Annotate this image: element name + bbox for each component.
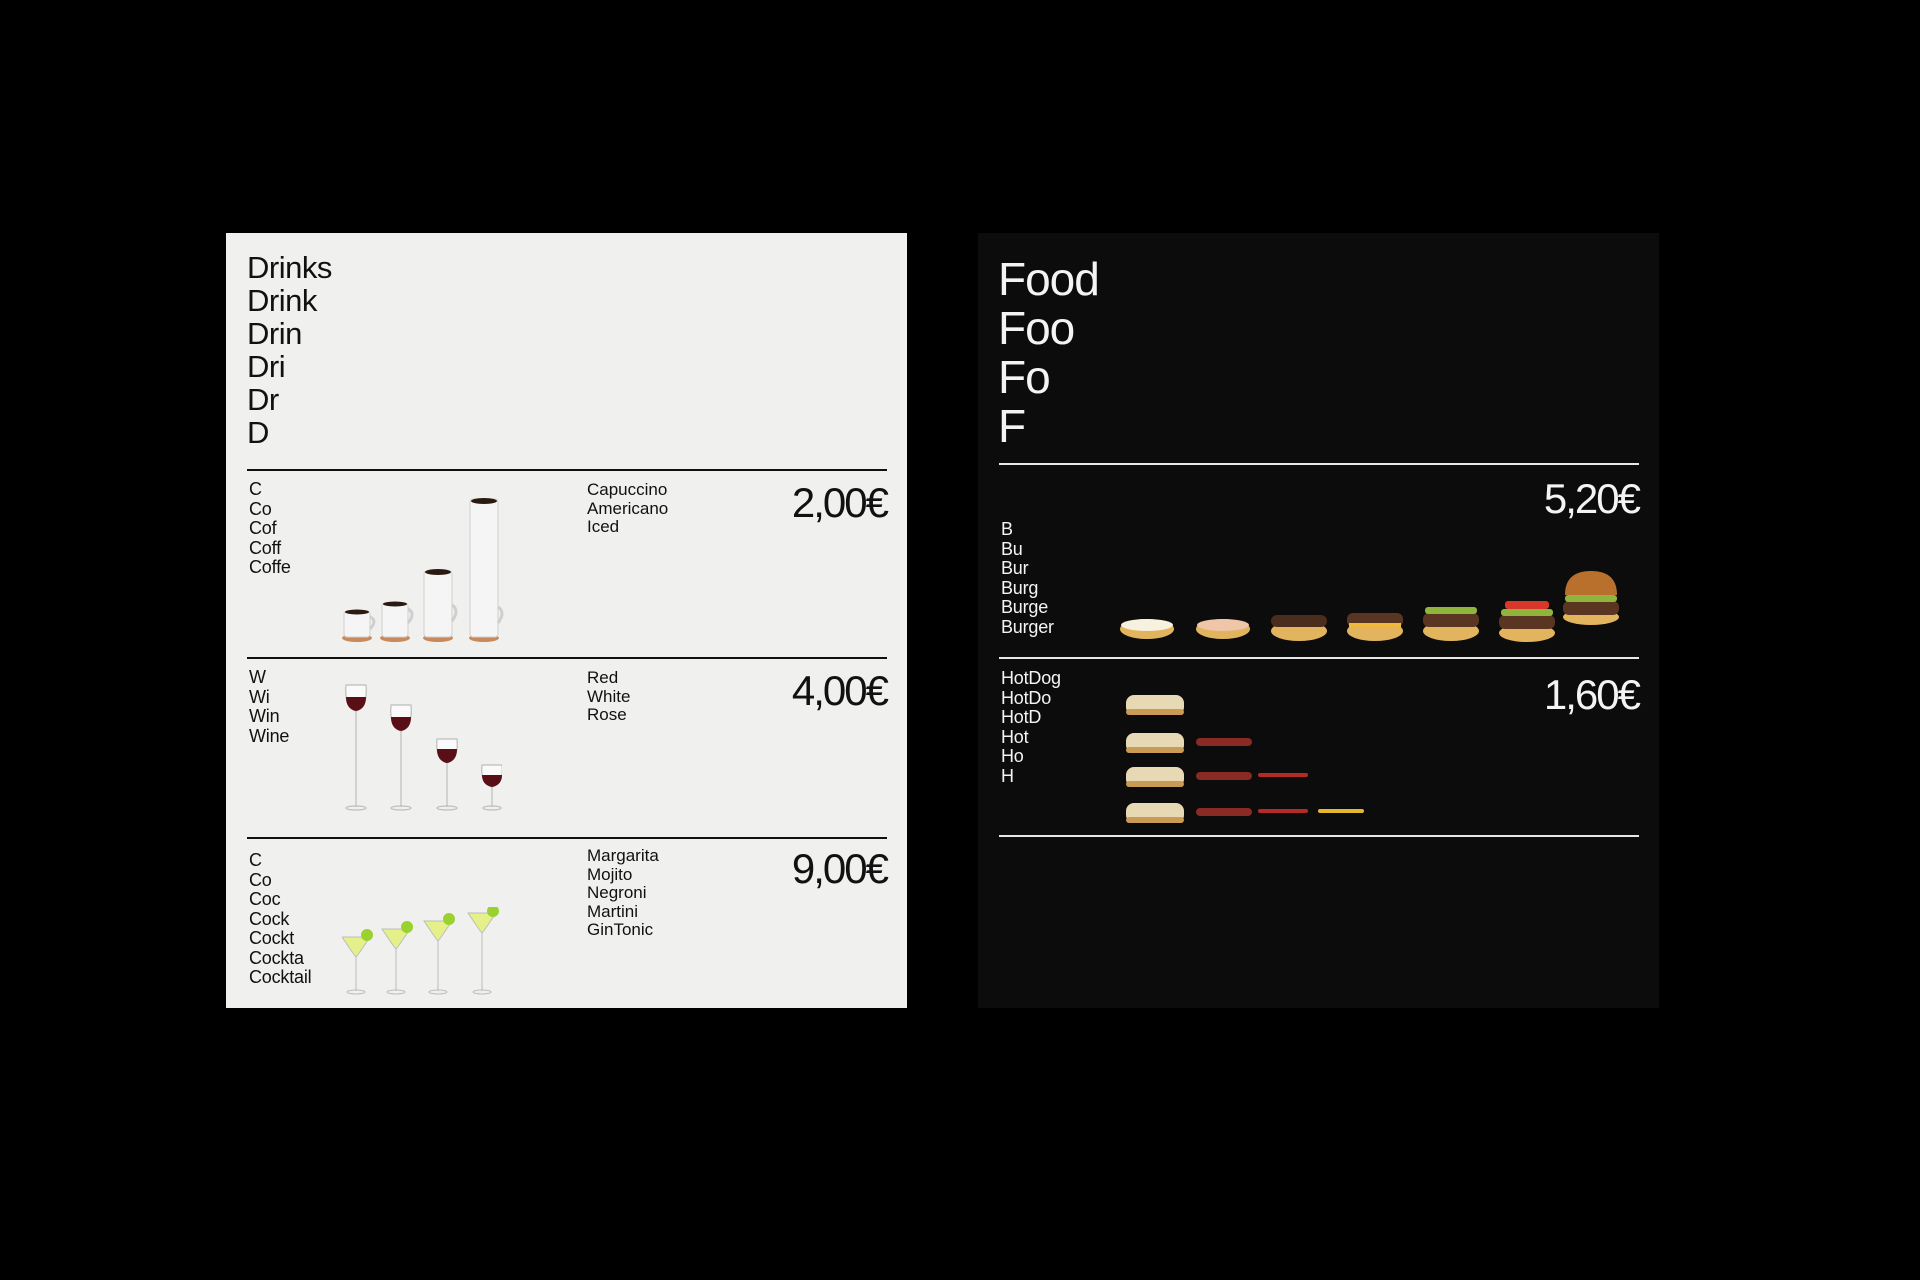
stack-line: Coff	[249, 537, 281, 558]
stack-line: Cockt	[249, 928, 295, 948]
wine-stack: W Wi Win Wine	[249, 667, 290, 746]
stack-line: Cof	[249, 518, 277, 538]
stack-line: Wi	[249, 686, 270, 707]
menu-item: Iced	[587, 517, 620, 536]
menu-item: Mojito	[587, 864, 633, 884]
title-line: F	[998, 400, 1026, 452]
hotdog-price: 1,60€	[1543, 671, 1641, 718]
stack-line: Ho	[1001, 746, 1024, 766]
divider	[247, 837, 887, 839]
title-line: D	[247, 415, 269, 450]
burger-stack: B Bu Bur Burg Burge Burger	[1001, 519, 1054, 637]
menu-item: White	[587, 686, 631, 706]
food-panel: Food Foo Fo F 5,20€ B Bu Bur Burg Burge …	[978, 233, 1659, 1008]
title-line: Drink	[247, 283, 317, 318]
stack-line: W	[249, 667, 266, 687]
burger-full-icon	[1561, 569, 1621, 625]
divider	[247, 469, 887, 471]
divider	[247, 657, 887, 659]
stack-line: Co	[249, 498, 272, 519]
title-line: Dri	[247, 349, 286, 384]
wine-glasses-icon	[342, 683, 502, 813]
stack-line: Hot	[1001, 726, 1029, 747]
stack-line: HotD	[1001, 707, 1042, 727]
wine-price: 4,00€	[791, 667, 889, 714]
hotdog-stack: HotDog HotDo HotD Hot Ho H	[1001, 668, 1061, 786]
wine-items: Red White Rose	[587, 668, 631, 725]
stack-line: C	[249, 850, 262, 870]
coffee-stack: C Co Cof Coff Coffe	[249, 479, 291, 578]
stack-line: HotDo	[1001, 687, 1052, 708]
drinks-title-stack: Drinks Drink Drin Dri Dr D	[247, 251, 332, 449]
title-line: Drin	[247, 316, 302, 351]
menu-item: GinTonic	[587, 920, 654, 939]
title-line: Food	[998, 253, 1100, 305]
stack-line: Cocktail	[249, 967, 312, 987]
stack-line: Burg	[1001, 577, 1039, 598]
coffee-cups-icon	[338, 495, 508, 645]
food-title-stack: Food Foo Fo F	[998, 253, 1100, 452]
stack-line: Coffe	[249, 557, 291, 577]
stack-line: Bu	[1001, 538, 1023, 559]
menu-item: Red	[587, 668, 619, 687]
cocktail-stack: C Co Coc Cock Cockt Cockta Cocktail	[249, 850, 312, 988]
title-line: Drinks	[247, 250, 332, 285]
stack-line: HotDog	[1001, 668, 1061, 688]
menu-item: Americano	[587, 498, 669, 518]
stack-line: Burger	[1001, 616, 1054, 637]
stack-line: H	[1001, 765, 1014, 786]
menu-item: Capuccino	[587, 480, 668, 499]
cocktail-price: 9,00€	[791, 845, 889, 892]
stack-line: Burge	[1001, 597, 1049, 617]
burger-build-icon	[1119, 583, 1579, 643]
menu-item: Negroni	[587, 883, 647, 902]
title-line: Foo	[998, 302, 1075, 354]
stack-line: Coc	[249, 889, 281, 909]
title-line: Fo	[998, 351, 1051, 403]
drinks-panel: Drinks Drink Drin Dri Dr D C Co Cof Coff…	[226, 233, 907, 1008]
burger-price: 5,20€	[1543, 475, 1641, 522]
stack-line: Cockta	[249, 947, 304, 968]
stack-line: C	[249, 479, 262, 499]
margarita-glasses-icon	[342, 907, 502, 997]
divider	[999, 835, 1639, 837]
coffee-price: 2,00€	[791, 479, 889, 526]
stack-line: Wine	[249, 725, 290, 746]
title-line: Dr	[247, 382, 279, 417]
stack-line: B	[1001, 519, 1013, 539]
stack-line: Cock	[249, 908, 290, 929]
menu-item: Rose	[587, 705, 627, 724]
hotdog-build-icon	[1126, 693, 1386, 833]
stack-line: Win	[249, 706, 280, 726]
menu-item: Martini	[587, 901, 639, 921]
menu-item: Margarita	[587, 846, 659, 865]
cocktail-items: Margarita Mojito Negroni Martini GinToni…	[587, 846, 659, 940]
stack-line: Bur	[1001, 558, 1029, 578]
divider	[999, 657, 1639, 659]
stack-line: Co	[249, 869, 272, 890]
coffee-items: Capuccino Americano Iced	[587, 480, 669, 537]
divider	[999, 463, 1639, 465]
